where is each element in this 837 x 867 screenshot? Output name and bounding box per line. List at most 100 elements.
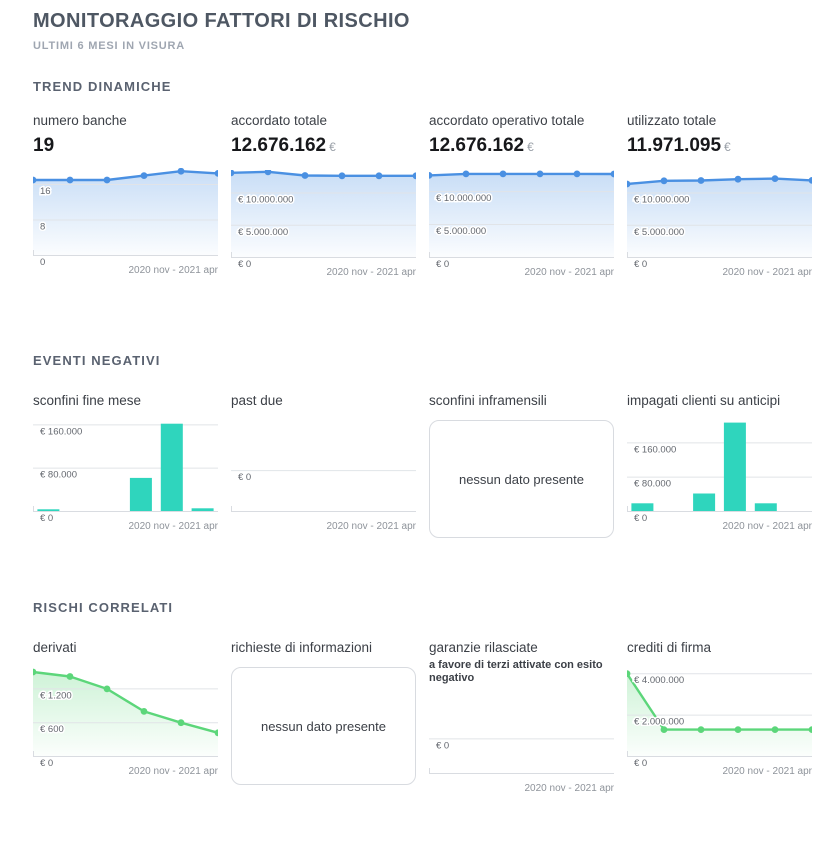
data-point <box>627 670 631 678</box>
y-axis-label: € 5.000.000 <box>436 226 486 237</box>
no-data-box: nessun dato presente <box>429 420 614 538</box>
x-axis-period-label: 2020 nov - 2021 apr <box>722 766 812 777</box>
rischi-correlati-grid: derivati € 1.200 € 600 € 0 2020 nov - 2021… <box>33 639 815 795</box>
x-axis-period-label: 2020 nov - 2021 apr <box>128 521 218 532</box>
y-axis-label: 0 <box>40 257 45 266</box>
bar <box>129 477 152 512</box>
data-point <box>536 170 544 178</box>
y-axis-label: € 1.200 <box>40 690 72 701</box>
y-axis-label: € 80.000 <box>40 470 77 481</box>
x-axis-period-label: 2020 nov - 2021 apr <box>128 265 218 276</box>
data-point <box>66 176 74 184</box>
card-title: numero banche <box>33 113 127 128</box>
data-point <box>573 170 581 178</box>
sparkline-chart[interactable]: € 0 <box>429 696 614 784</box>
card-title: accordato operativo totale <box>429 113 585 128</box>
card-value-number: 12.676.162 <box>231 135 327 156</box>
data-point <box>214 170 218 177</box>
y-axis-label: € 600 <box>40 724 64 735</box>
y-axis-label: € 160.000 <box>634 444 676 455</box>
y-axis-label: € 0 <box>40 513 53 522</box>
area-fill <box>33 171 218 256</box>
section-title-eventi-negativi: EVENTI NEGATIVI <box>33 353 161 368</box>
data-point <box>660 177 668 185</box>
data-point <box>103 176 111 184</box>
sparkline-chart[interactable]: € 160.000 € 80.000 € 0 <box>33 420 218 522</box>
data-point <box>697 177 705 184</box>
sparkline-chart[interactable]: € 10.000.000 € 5.000.000 € 0 <box>429 170 614 268</box>
eventi-negativi-grid: sconfini fine mese € 160.000 € 80.000 € 0 … <box>33 392 815 538</box>
sparkline-chart[interactable]: 16 8 0 <box>33 168 218 266</box>
sparkline-chart[interactable]: € 4.000.000 € 2.000.000 € 0 <box>627 667 812 767</box>
card-value-number: 19 <box>33 135 55 156</box>
data-point <box>264 170 272 176</box>
section-rischi-correlati: RISCHI CORRELATI derivati € 1.200 € 600 € … <box>33 600 815 795</box>
sparkline-chart[interactable]: € 10.000.000 € 5.000.000 € 0 <box>231 170 416 268</box>
data-point <box>771 726 779 733</box>
card-title: past due <box>231 393 283 408</box>
y-axis-label: € 0 <box>238 472 251 483</box>
sparkline-svg: € 0 <box>231 470 416 512</box>
card-sconfini-inframensili: sconfini inframensili nessun dato presen… <box>429 392 614 538</box>
y-axis-label: € 10.000.000 <box>436 193 491 204</box>
data-point <box>301 172 309 179</box>
sparkline-svg: € 4.000.000 € 2.000.000 € 0 <box>627 670 812 767</box>
data-point <box>103 685 111 693</box>
no-data-box: nessun dato presente <box>231 667 416 785</box>
y-axis-label: 16 <box>40 186 51 197</box>
card-utilizzato-totale: utilizzato totale 11.971.095 € € 10.000.0… <box>627 112 812 279</box>
data-point <box>231 170 235 177</box>
bar <box>191 508 214 512</box>
sparkline-chart[interactable]: € 0 <box>231 420 416 522</box>
section-trend-dinamiche: TREND DINAMICHE numero banche 19 16 8 0 20… <box>33 79 815 279</box>
y-axis-label: € 160.000 <box>40 426 82 437</box>
card-garanzie-rilasciate: garanzie rilasciate a favore di terzi at… <box>429 639 614 795</box>
data-point <box>214 729 218 737</box>
data-point <box>771 175 779 182</box>
area-fill <box>33 672 218 757</box>
page-subtitle: ULTIMI 6 MESI IN VISURA <box>33 40 186 52</box>
card-value-currency: € <box>329 140 336 154</box>
data-point <box>660 726 668 733</box>
card-value: 11.971.095 € <box>627 134 812 159</box>
y-axis-label: € 0 <box>436 740 449 751</box>
y-axis-label: € 5.000.000 <box>634 227 684 238</box>
sparkline-svg: € 160.000 € 80.000 € 0 <box>33 423 218 522</box>
data-point <box>33 176 37 184</box>
sparkline-chart[interactable]: € 10.000.000 € 5.000.000 € 0 <box>627 170 812 268</box>
y-axis-label: € 5.000.000 <box>238 227 288 238</box>
trend-line <box>627 177 812 186</box>
no-data-label: nessun dato presente <box>260 718 387 734</box>
bar <box>160 423 183 512</box>
data-point <box>33 668 37 676</box>
sparkline-svg: € 10.000.000 € 5.000.000 € 0 <box>429 170 614 268</box>
area-fill <box>627 673 812 757</box>
x-axis-period-label: 2020 nov - 2021 apr <box>326 521 416 532</box>
trend-line <box>429 172 614 177</box>
card-title: derivati <box>33 640 77 655</box>
y-axis-label: € 0 <box>634 758 647 767</box>
y-axis-label: € 0 <box>634 259 647 268</box>
sparkline-chart[interactable]: € 1.200 € 600 € 0 <box>33 667 218 767</box>
x-axis-period-label: 2020 nov - 2021 apr <box>128 766 218 777</box>
trend-line <box>33 170 218 182</box>
area-fill <box>231 171 416 258</box>
y-axis-label: € 10.000.000 <box>238 195 293 206</box>
data-point <box>177 168 185 175</box>
x-axis-period-label: 2020 nov - 2021 apr <box>326 267 416 278</box>
data-point <box>697 726 705 733</box>
data-point <box>140 172 148 179</box>
card-title: richieste di informazioni <box>231 640 373 655</box>
data-point <box>375 172 383 180</box>
sparkline-chart[interactable]: € 160.000 € 80.000 € 0 <box>627 420 812 522</box>
card-crediti-di-firma: crediti di firma € 4.000.000 € 2.000.000 €… <box>627 639 812 795</box>
card-past-due: past due € 0 2020 nov - 2021 apr <box>231 392 416 538</box>
bar <box>37 509 60 512</box>
data-point <box>338 172 346 180</box>
card-title: impagati clienti su anticipi <box>627 393 781 408</box>
card-derivati: derivati € 1.200 € 600 € 0 2020 nov - 2021… <box>33 639 218 795</box>
card-value-number: 11.971.095 <box>627 135 722 156</box>
page-title: MONITORAGGIO FATTORI DI RISCHIO <box>33 10 410 32</box>
card-richieste-di-informazioni: richieste di informazioni nessun dato pr… <box>231 639 416 795</box>
data-point <box>734 175 742 183</box>
